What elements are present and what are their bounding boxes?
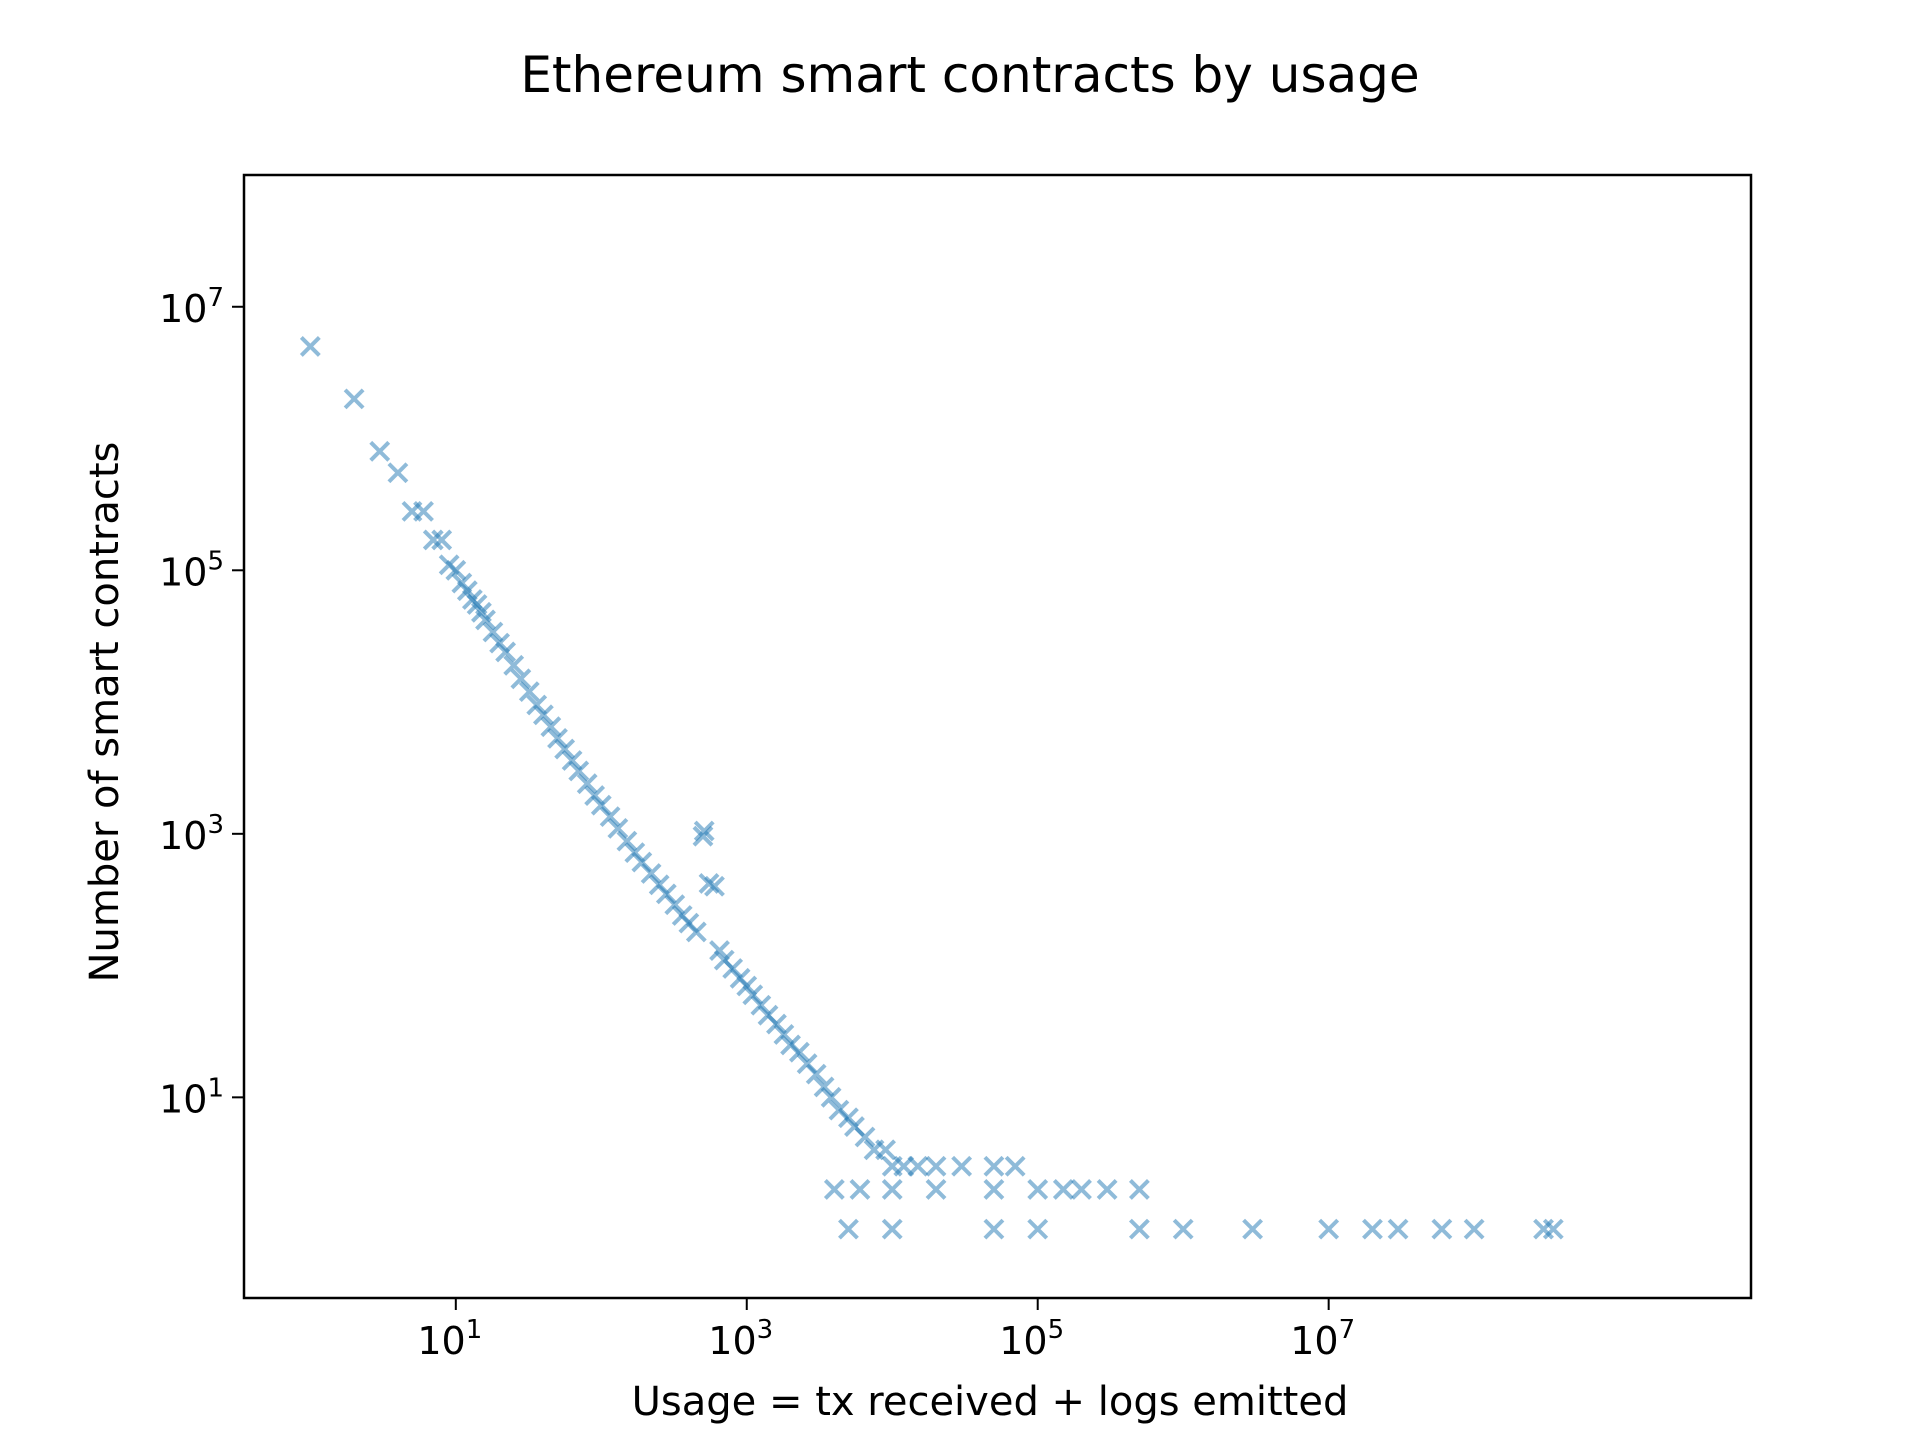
data-point xyxy=(685,921,707,943)
data-point xyxy=(547,727,568,749)
y-axis-ticks: 101 103 105 107 xyxy=(159,283,244,1121)
data-point xyxy=(518,681,540,703)
data-point xyxy=(607,817,629,839)
data-point xyxy=(1431,1218,1453,1240)
data-point xyxy=(823,1179,845,1200)
data-point xyxy=(475,609,496,631)
data-point xyxy=(773,1024,795,1045)
data-point xyxy=(820,1086,842,1108)
data-point xyxy=(616,830,638,852)
x-tick-label: 105 xyxy=(999,1315,1064,1363)
data-point xyxy=(813,1076,835,1098)
data-point xyxy=(1318,1218,1340,1240)
y-tick-label: 105 xyxy=(159,546,224,594)
data-point xyxy=(704,875,725,897)
data-point xyxy=(881,1218,903,1240)
data-point xyxy=(875,1139,896,1161)
data-point xyxy=(805,1063,827,1085)
x-axis-label: Usage = tx received + logs emitted xyxy=(632,1379,1349,1425)
data-point xyxy=(561,750,583,771)
data-point xyxy=(1387,1218,1409,1240)
data-point xyxy=(1027,1218,1049,1240)
data-point xyxy=(568,760,590,782)
x-tick-label: 101 xyxy=(417,1315,482,1363)
data-point xyxy=(510,668,532,690)
data-point xyxy=(854,1126,876,1148)
data-points xyxy=(299,336,1564,1240)
data-point xyxy=(1096,1179,1118,1200)
y-tick-label: 103 xyxy=(159,810,224,858)
data-point xyxy=(1128,1179,1150,1200)
chart-title: Ethereum smart contracts by usage xyxy=(520,46,1419,104)
data-point xyxy=(881,1179,903,1200)
data-point xyxy=(693,820,715,842)
x-axis-ticks: 101 103 105 107 xyxy=(417,1298,1355,1363)
data-point xyxy=(554,738,576,760)
data-point xyxy=(766,1013,787,1035)
data-point xyxy=(1128,1218,1150,1240)
data-point xyxy=(951,1155,973,1177)
data-point xyxy=(788,1041,810,1063)
plot-area-frame xyxy=(242,173,1753,1300)
data-point xyxy=(482,621,504,643)
y-tick-label: 107 xyxy=(159,283,224,331)
data-point xyxy=(431,529,453,551)
data-point xyxy=(838,1218,859,1240)
data-point xyxy=(925,1179,947,1200)
data-point xyxy=(1533,1218,1554,1240)
data-point xyxy=(925,1155,947,1177)
data-point xyxy=(526,694,548,716)
data-point xyxy=(1071,1179,1092,1200)
data-point xyxy=(1027,1179,1049,1200)
data-point xyxy=(532,704,554,726)
data-point xyxy=(445,559,467,581)
data-point xyxy=(369,440,391,462)
data-point xyxy=(343,388,365,410)
data-point xyxy=(1463,1218,1485,1240)
data-point xyxy=(664,894,686,916)
data-point xyxy=(1542,1218,1564,1240)
y-axis-label: Number of smart contracts xyxy=(82,442,128,983)
data-point xyxy=(422,529,444,551)
data-point xyxy=(1362,1218,1383,1240)
data-point xyxy=(495,641,517,663)
data-point xyxy=(983,1179,1005,1200)
x-tick-label: 107 xyxy=(1290,1315,1355,1363)
data-point xyxy=(576,773,598,795)
data-point xyxy=(640,863,662,884)
data-point xyxy=(503,654,525,676)
data-point xyxy=(299,336,321,357)
data-point xyxy=(599,806,621,828)
data-point xyxy=(413,500,434,522)
data-point xyxy=(849,1179,871,1200)
data-point xyxy=(584,785,606,807)
x-tick-label: 103 xyxy=(708,1315,773,1363)
data-point xyxy=(907,1155,929,1177)
data-point xyxy=(387,462,409,484)
data-point xyxy=(983,1155,1005,1177)
y-tick-label: 101 xyxy=(159,1073,224,1121)
data-point xyxy=(1052,1179,1074,1200)
data-point xyxy=(540,716,562,738)
data-point xyxy=(1242,1218,1264,1240)
data-point xyxy=(692,825,714,847)
data-point xyxy=(1172,1218,1194,1240)
data-point xyxy=(983,1218,1005,1240)
data-point xyxy=(1004,1155,1026,1177)
